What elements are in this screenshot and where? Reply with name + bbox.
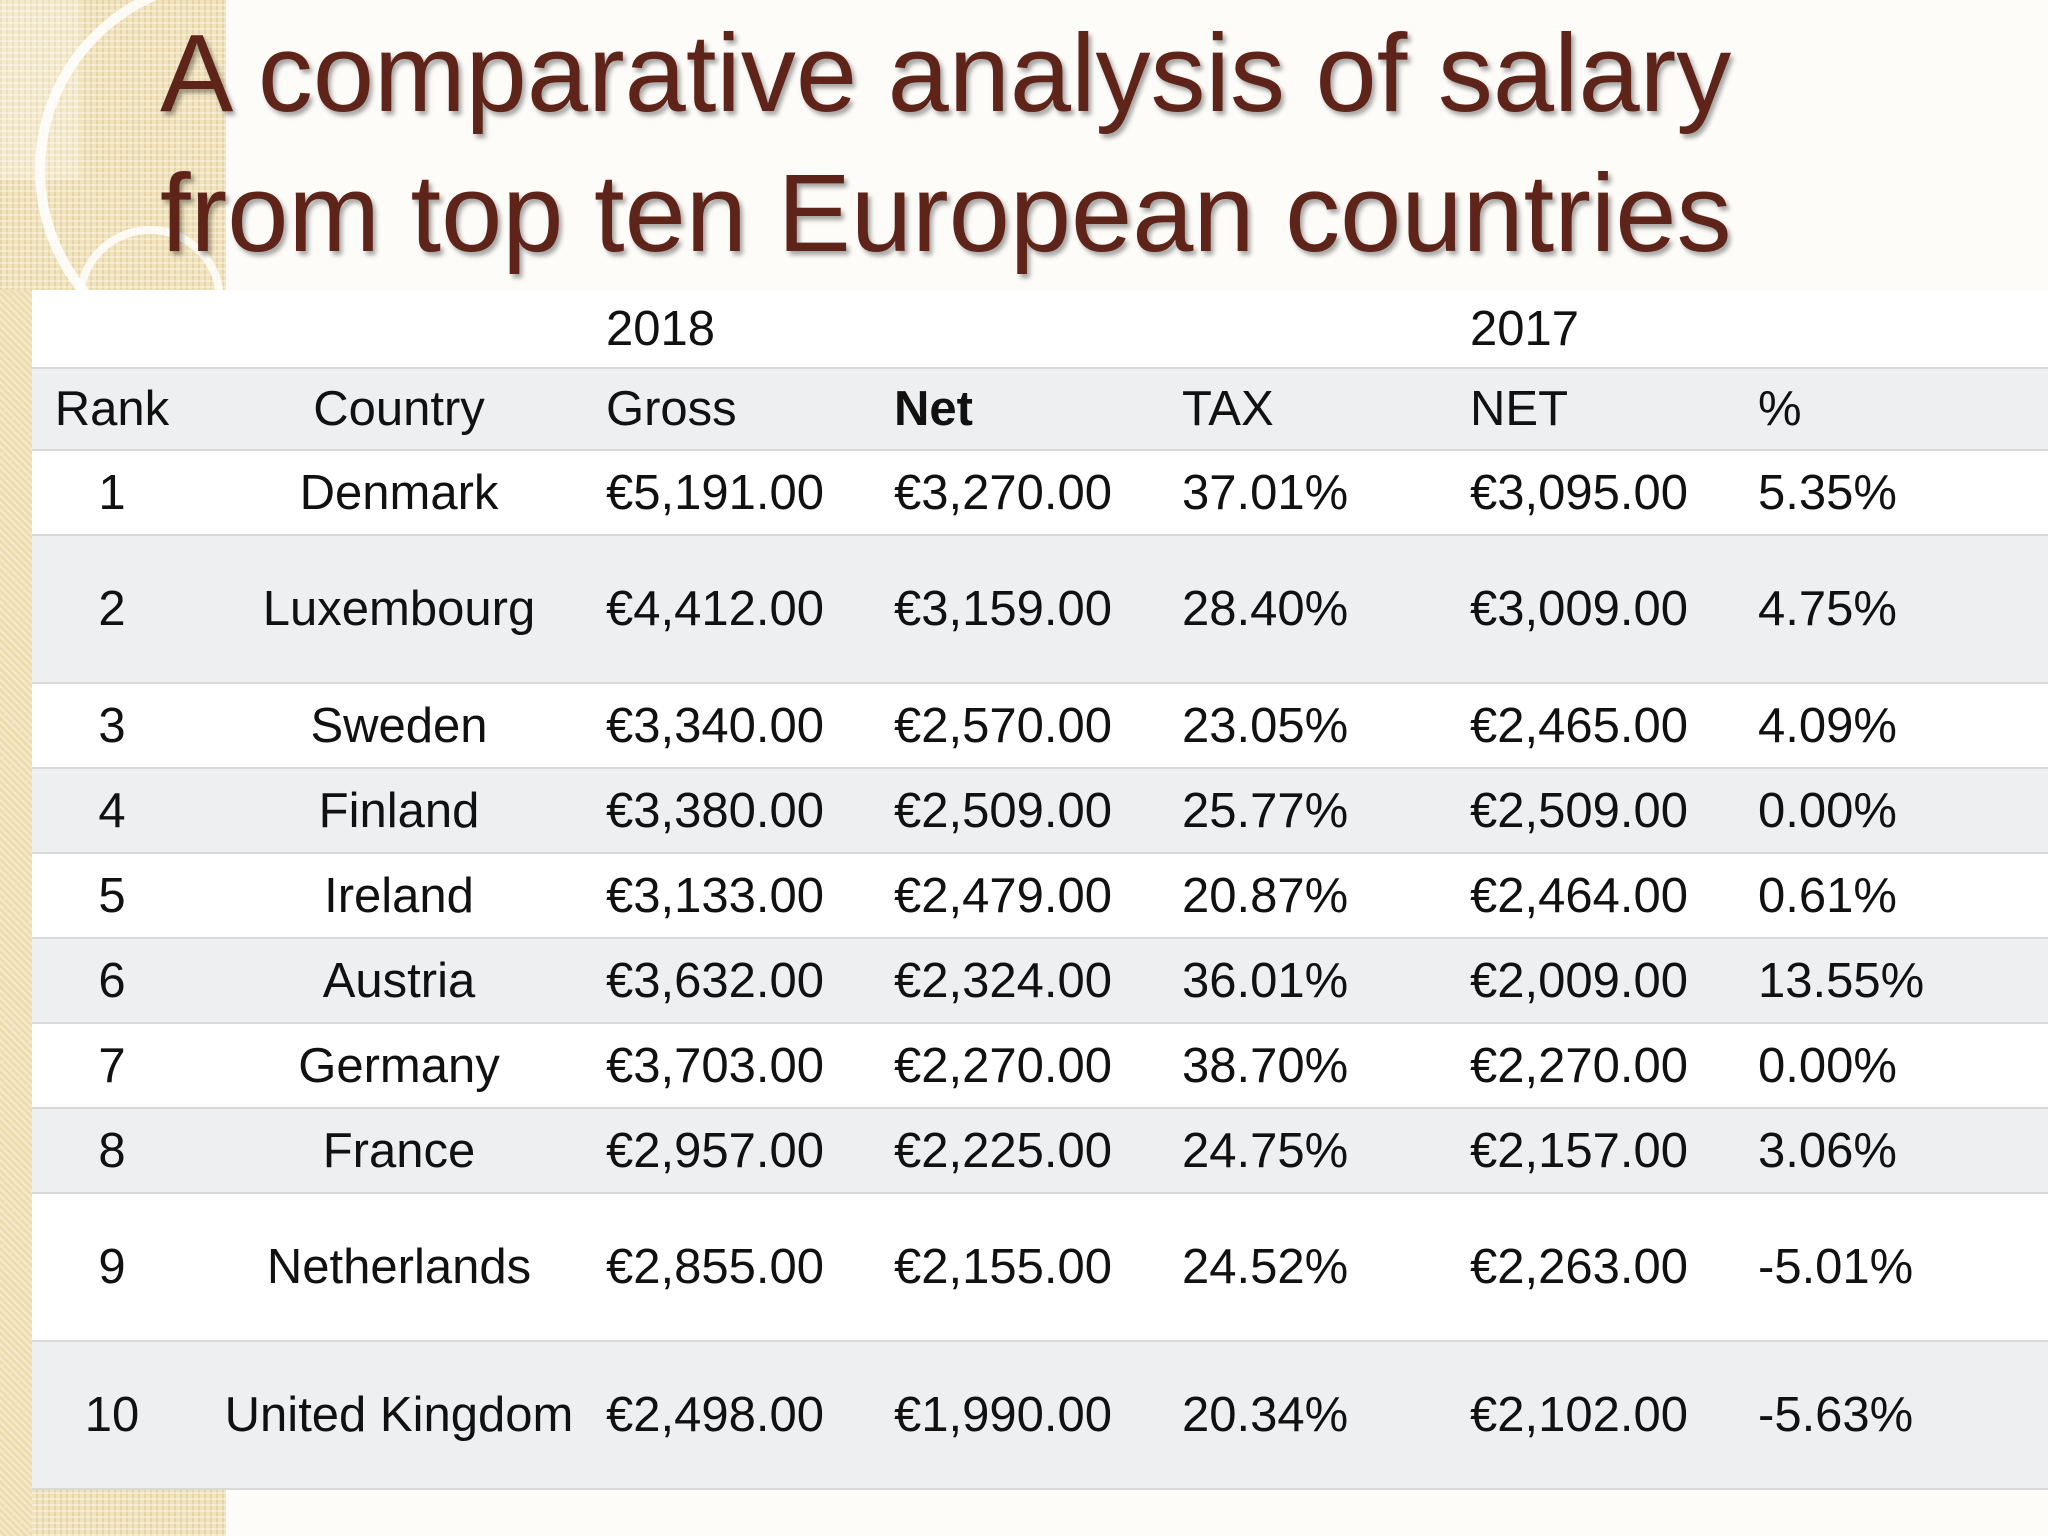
table-row: 1 Denmark €5,191.00 €3,270.00 37.01% €3,095.0… — [32, 450, 2048, 536]
percent-change-cell: 0.61% — [1758, 853, 2048, 939]
tax-cell: 23.05% — [1182, 683, 1470, 769]
gross-cell: €3,380.00 — [606, 768, 894, 854]
country-cell: Sweden — [192, 683, 606, 769]
slide-title-line-2: from top ten European countries — [160, 152, 1732, 275]
rank-cell: 2 — [32, 535, 192, 684]
net-2017-cell: €2,270.00 — [1470, 1023, 1758, 1109]
rank-cell: 9 — [32, 1193, 192, 1342]
year-header-row: 2018 2017 — [32, 290, 2048, 369]
column-header-percent: % — [1758, 368, 2048, 451]
country-cell: United Kingdom — [192, 1341, 606, 1490]
percent-change-cell: 0.00% — [1758, 768, 2048, 854]
net-cell: €1,990.00 — [894, 1341, 1182, 1490]
rank-cell: 1 — [32, 450, 192, 536]
rank-cell: 8 — [32, 1108, 192, 1194]
net-2017-cell: €2,263.00 — [1470, 1193, 1758, 1342]
percent-change-cell: 3.06% — [1758, 1108, 2048, 1194]
net-cell: €3,270.00 — [894, 450, 1182, 536]
gross-cell: €3,340.00 — [606, 683, 894, 769]
country-cell: Luxembourg — [192, 535, 606, 684]
net-cell: €2,570.00 — [894, 683, 1182, 769]
country-cell: Finland — [192, 768, 606, 854]
table-row: 2 Luxembourg €4,412.00 €3,159.00 28.40% €3,00… — [32, 535, 2048, 684]
column-header-net: Net — [894, 368, 1182, 451]
gross-cell: €2,855.00 — [606, 1193, 894, 1342]
net-cell: €3,159.00 — [894, 535, 1182, 684]
net-2017-cell: €2,465.00 — [1470, 683, 1758, 769]
year-2018-label: 2018 — [606, 290, 894, 369]
tax-cell: 37.01% — [1182, 450, 1470, 536]
rank-cell: 3 — [32, 683, 192, 769]
gross-cell: €2,957.00 — [606, 1108, 894, 1194]
year-2017-label: 2017 — [1470, 290, 1758, 369]
table-row: 10 United Kingdom €2,498.00 €1,990.00 20.34%… — [32, 1341, 2048, 1490]
gross-cell: €3,632.00 — [606, 938, 894, 1024]
column-header-tax: TAX — [1182, 368, 1470, 451]
net-2017-cell: €2,157.00 — [1470, 1108, 1758, 1194]
net-2017-cell: €2,464.00 — [1470, 853, 1758, 939]
net-2017-cell: €2,102.00 — [1470, 1341, 1758, 1490]
slide-title-line-1: A comparative analysis of salary — [160, 12, 1732, 135]
rank-cell: 6 — [32, 938, 192, 1024]
percent-change-cell: 5.35% — [1758, 450, 2048, 536]
gross-cell: €2,498.00 — [606, 1341, 894, 1490]
net-cell: €2,324.00 — [894, 938, 1182, 1024]
country-cell: Austria — [192, 938, 606, 1024]
salary-table-container: 2018 2017 Rank Country Gross Net TAX NET… — [32, 290, 2048, 1490]
percent-change-cell: 4.09% — [1758, 683, 2048, 769]
table-row: 7 Germany €3,703.00 €2,270.00 38.70% €2,270.0… — [32, 1023, 2048, 1109]
tax-cell: 38.70% — [1182, 1023, 1470, 1109]
net-cell: €2,509.00 — [894, 768, 1182, 854]
net-2017-cell: €3,095.00 — [1470, 450, 1758, 536]
country-cell: Netherlands — [192, 1193, 606, 1342]
country-cell: Germany — [192, 1023, 606, 1109]
net-2017-cell: €2,509.00 — [1470, 768, 1758, 854]
tax-cell: 28.40% — [1182, 535, 1470, 684]
net-2017-cell: €2,009.00 — [1470, 938, 1758, 1024]
country-cell: Denmark — [192, 450, 606, 536]
column-header-country: Country — [192, 368, 606, 451]
net-cell: €2,270.00 — [894, 1023, 1182, 1109]
table-row: 4 Finland €3,380.00 €2,509.00 25.77% €2,509.0… — [32, 768, 2048, 854]
table-row: 8 France €2,957.00 €2,225.00 24.75% €2,157.00… — [32, 1108, 2048, 1194]
column-header-rank: Rank — [32, 368, 192, 451]
tax-cell: 20.87% — [1182, 853, 1470, 939]
net-cell: €2,225.00 — [894, 1108, 1182, 1194]
tax-cell: 24.52% — [1182, 1193, 1470, 1342]
salary-table: 2018 2017 Rank Country Gross Net TAX NET… — [32, 290, 2048, 1490]
gross-cell: €5,191.00 — [606, 450, 894, 536]
tax-cell: 20.34% — [1182, 1341, 1470, 1490]
decorative-left-border — [0, 290, 32, 1536]
net-2017-cell: €3,009.00 — [1470, 535, 1758, 684]
slide-title: A comparative analysis of salary from to… — [160, 4, 1920, 284]
net-cell: €2,479.00 — [894, 853, 1182, 939]
table-row: 5 Ireland €3,133.00 €2,479.00 20.87% €2,464.0… — [32, 853, 2048, 939]
country-cell: France — [192, 1108, 606, 1194]
net-cell: €2,155.00 — [894, 1193, 1182, 1342]
gross-cell: €3,133.00 — [606, 853, 894, 939]
percent-change-cell: -5.63% — [1758, 1341, 2048, 1490]
percent-change-cell: -5.01% — [1758, 1193, 2048, 1342]
rank-cell: 4 — [32, 768, 192, 854]
column-header-net-2017: NET — [1470, 368, 1758, 451]
rank-cell: 5 — [32, 853, 192, 939]
percent-change-cell: 4.75% — [1758, 535, 2048, 684]
table-row: 9 Netherlands €2,855.00 €2,155.00 24.52% €2,2… — [32, 1193, 2048, 1342]
column-header-gross: Gross — [606, 368, 894, 451]
decorative-circles-graphic — [0, 0, 224, 300]
table-row: 6 Austria €3,632.00 €2,324.00 36.01% €2,009.0… — [32, 938, 2048, 1024]
column-header-row: Rank Country Gross Net TAX NET % — [32, 368, 2048, 451]
percent-change-cell: 0.00% — [1758, 1023, 2048, 1109]
country-cell: Ireland — [192, 853, 606, 939]
tax-cell: 25.77% — [1182, 768, 1470, 854]
rank-cell: 7 — [32, 1023, 192, 1109]
gross-cell: €3,703.00 — [606, 1023, 894, 1109]
rank-cell: 10 — [32, 1341, 192, 1490]
table-row: 3 Sweden €3,340.00 €2,570.00 23.05% €2,465.00… — [32, 683, 2048, 769]
tax-cell: 36.01% — [1182, 938, 1470, 1024]
gross-cell: €4,412.00 — [606, 535, 894, 684]
tax-cell: 24.75% — [1182, 1108, 1470, 1194]
percent-change-cell: 13.55% — [1758, 938, 2048, 1024]
